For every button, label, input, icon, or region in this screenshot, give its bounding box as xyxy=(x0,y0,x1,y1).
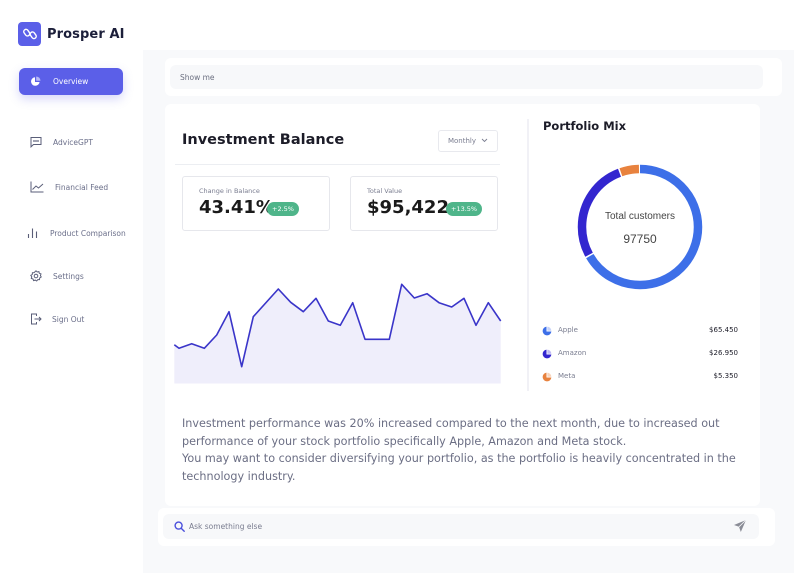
sidebar-item-overview[interactable]: Overview xyxy=(19,68,123,95)
donut-segment-amazon xyxy=(577,164,703,290)
summary-paragraph-2: You may want to consider diversifying yo… xyxy=(182,452,736,483)
chat-bubble-icon xyxy=(30,133,42,152)
legend-item-apple: Apple $65.450 xyxy=(542,323,738,337)
gear-icon xyxy=(30,267,42,286)
sign-out-icon xyxy=(30,310,42,329)
donut-segment-apple xyxy=(577,164,703,290)
sidebar-item-label: Financial Feed xyxy=(55,183,109,192)
sidebar-item-settings[interactable]: Settings xyxy=(30,267,84,286)
period-value: Monthly xyxy=(447,137,477,145)
legend-item-meta: Meta $5.350 xyxy=(542,369,738,383)
change-badge: +13.5% xyxy=(446,202,483,216)
sidebar-item-label: Settings xyxy=(53,272,84,281)
chevron-down-icon xyxy=(481,137,488,145)
legend-name: Meta xyxy=(558,372,576,380)
sidebar-item-product-comparison[interactable]: Product Comparison xyxy=(27,224,126,243)
ai-summary: Investment performance was 20% increased… xyxy=(182,415,762,485)
send-icon xyxy=(733,518,747,537)
change-in-balance-card: Change in Balance 43.41% +2.5% xyxy=(182,176,330,231)
prompt-input[interactable]: Show me xyxy=(170,65,763,89)
sidebar-item-label: Overview xyxy=(53,77,89,86)
prompt-text: Show me xyxy=(180,72,215,82)
brand[interactable]: Prosper AI xyxy=(18,22,125,46)
sidebar-item-label: AdviceGPT xyxy=(53,138,93,147)
stat-label: Total Value xyxy=(367,187,403,195)
sidebar-item-label: Product Comparison xyxy=(50,229,126,238)
line-chart-icon xyxy=(30,178,44,197)
pie-slice-icon xyxy=(542,321,552,340)
stat-label: Change in Balance xyxy=(199,187,260,195)
period-dropdown[interactable]: Monthly xyxy=(438,130,498,152)
bar-chart-icon xyxy=(27,224,39,243)
total-value-card: Total Value $95,422 +13.5% xyxy=(350,176,498,231)
divider xyxy=(175,164,500,165)
investment-line-chart xyxy=(173,283,502,384)
ask-input[interactable]: Ask something else xyxy=(163,514,759,539)
legend-name: Amazon xyxy=(558,349,587,357)
sidebar: Prosper AI Overview AdviceGPT xyxy=(0,0,143,573)
link-chain-icon xyxy=(18,22,41,46)
search-icon xyxy=(174,517,185,536)
investment-title: Investment Balance xyxy=(182,132,345,148)
sidebar-item-label: Sign Out xyxy=(52,315,85,324)
donut-center-value: 97750 xyxy=(623,232,657,246)
stat-value: $95,422 xyxy=(367,197,449,218)
pie-slice-icon xyxy=(542,367,552,386)
brand-name: Prosper AI xyxy=(47,26,125,42)
summary-paragraph-1: Investment performance was 20% increased… xyxy=(182,417,720,448)
legend-name: Apple xyxy=(558,326,578,334)
donut-center-label: Total customers xyxy=(604,211,676,222)
legend-value: $5.350 xyxy=(713,372,739,380)
stat-value: 43.41% xyxy=(199,197,274,218)
chart-area-fill xyxy=(174,284,501,384)
ask-placeholder: Ask something else xyxy=(189,522,263,531)
pie-chart-icon xyxy=(30,72,41,91)
sidebar-item-financial-feed[interactable]: Financial Feed xyxy=(30,178,108,197)
chart-line xyxy=(173,283,502,368)
legend-item-amazon: Amazon $26.950 xyxy=(542,346,738,360)
legend-value: $65.450 xyxy=(709,326,738,334)
vertical-divider xyxy=(527,119,529,391)
sidebar-item-advicegpt[interactable]: AdviceGPT xyxy=(30,133,93,152)
legend-value: $26.950 xyxy=(709,349,738,357)
change-badge: +2.5% xyxy=(267,202,299,216)
pie-slice-icon xyxy=(542,344,552,363)
send-button[interactable] xyxy=(733,518,747,537)
sidebar-item-sign-out[interactable]: Sign Out xyxy=(30,310,84,329)
portfolio-donut-chart xyxy=(577,164,703,290)
portfolio-title: Portfolio Mix xyxy=(543,119,626,133)
